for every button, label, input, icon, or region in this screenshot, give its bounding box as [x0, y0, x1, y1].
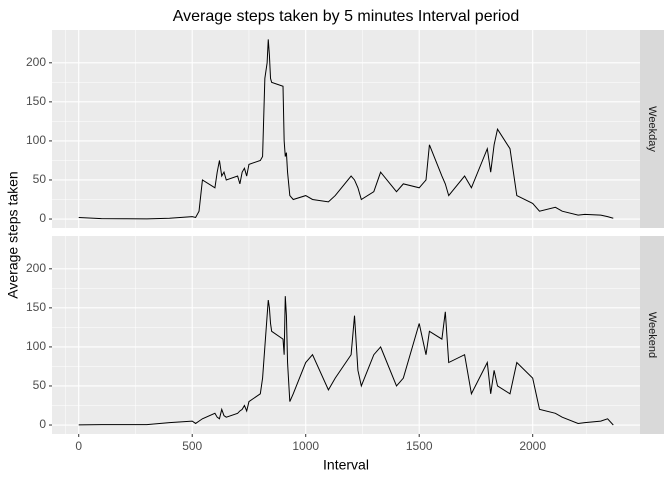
strip-background [640, 30, 664, 228]
strip-background [640, 236, 664, 434]
strip-label: Weekend [646, 312, 658, 358]
y-tick-label: 0 [39, 211, 46, 225]
y-tick-label: 50 [33, 172, 47, 186]
y-tick-label: 0 [39, 417, 46, 431]
y-tick-label: 150 [26, 300, 46, 314]
y-axis-label: Average steps taken [5, 171, 21, 298]
y-tick-label: 150 [26, 94, 46, 108]
x-tick-label: 0 [75, 439, 82, 453]
strip-label: Weekday [646, 106, 658, 152]
line [78, 296, 614, 426]
x-tick-label: 1000 [292, 439, 319, 453]
y-tick-label: 50 [33, 378, 47, 392]
line [78, 39, 614, 220]
x-tick-label: 1500 [406, 439, 433, 453]
y-tick-label: 100 [26, 133, 46, 147]
x-axis-label: Interval [323, 457, 369, 473]
panel-background [52, 30, 640, 228]
chart-title: Average steps taken by 5 minutes Interva… [173, 8, 520, 25]
y-tick-label: 200 [26, 261, 46, 275]
y-tick-label: 100 [26, 339, 46, 353]
x-tick-label: 2000 [519, 439, 546, 453]
panel-background [52, 236, 640, 434]
x-tick-label: 500 [182, 439, 202, 453]
y-tick-label: 200 [26, 55, 46, 69]
